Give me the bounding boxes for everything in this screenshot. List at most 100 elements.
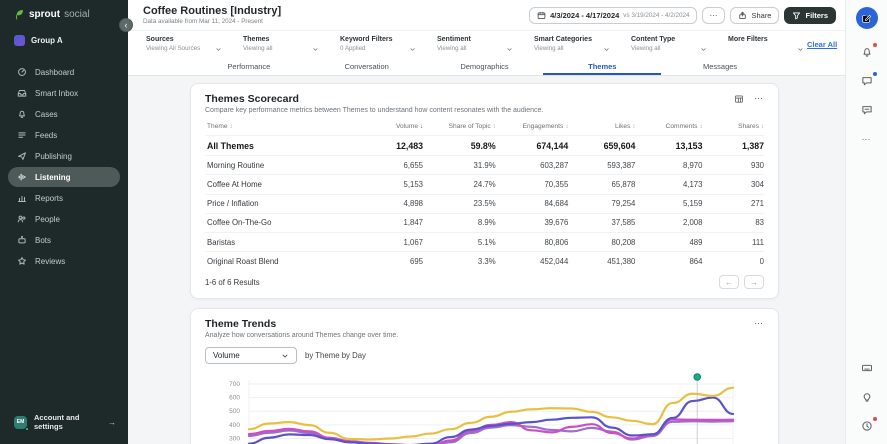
column-header-theme[interactable]: Theme↕ bbox=[205, 119, 350, 136]
sidebar-item-feeds[interactable]: Feeds bbox=[8, 125, 120, 145]
filter-themes[interactable]: ThemesViewing all bbox=[225, 31, 322, 58]
tab-themes[interactable]: Themes bbox=[543, 58, 661, 75]
filter-sentiment[interactable]: SentimentViewing all bbox=[419, 31, 516, 58]
cell-volume: 4,898 bbox=[350, 194, 423, 213]
notifications-button[interactable] bbox=[859, 44, 875, 60]
cell-theme[interactable]: Coffee At Home bbox=[205, 175, 350, 194]
next-page-button[interactable]: → bbox=[744, 275, 764, 289]
metric-select[interactable]: Volume bbox=[205, 347, 297, 364]
cell-theme[interactable]: Price / Inflation bbox=[205, 194, 350, 213]
filter-label: Themes bbox=[243, 36, 310, 43]
filter-content-type[interactable]: Content TypeViewing all bbox=[613, 31, 710, 58]
cell-engagements: 70,355 bbox=[496, 175, 569, 194]
sidebar-item-reports[interactable]: Reports bbox=[8, 188, 120, 208]
sidebar-item-label: Reviews bbox=[35, 257, 65, 266]
sidebar-item-label: Reports bbox=[35, 194, 63, 203]
sidebar-item-reviews[interactable]: Reviews bbox=[8, 251, 120, 271]
compose-button[interactable] bbox=[856, 7, 878, 29]
brand-logo: sproutsocial bbox=[0, 0, 128, 23]
group-label: Group A bbox=[31, 36, 63, 45]
clear-all-link[interactable]: Clear All bbox=[807, 40, 837, 49]
filters-label: Filters bbox=[805, 11, 828, 20]
account-and-settings[interactable]: EM Account and settings → bbox=[0, 403, 128, 444]
rail-more-button[interactable]: ⋯ bbox=[859, 131, 875, 147]
tab-conversation[interactable]: Conversation bbox=[308, 58, 426, 75]
sidebar-item-label: Bots bbox=[35, 236, 51, 245]
sidebar-item-listening[interactable]: Listening bbox=[8, 167, 120, 187]
clock-icon bbox=[861, 420, 873, 432]
main-area: Coffee Routines [Industry] Data availabl… bbox=[128, 0, 845, 444]
feedback-button[interactable] bbox=[859, 102, 875, 118]
column-header-likes[interactable]: Likes↕ bbox=[568, 119, 635, 136]
pagination: ← → bbox=[719, 275, 764, 289]
scorecard-more-icon[interactable]: ⋯ bbox=[754, 93, 764, 104]
column-header-volume[interactable]: Volume↓ bbox=[350, 119, 423, 136]
arrow-right-icon: → bbox=[108, 418, 116, 427]
column-header-shares[interactable]: Shares ↕ bbox=[702, 119, 764, 136]
tab-performance[interactable]: Performance bbox=[190, 58, 308, 75]
chevron-down-icon bbox=[797, 40, 804, 58]
cell-share: 8.9% bbox=[423, 213, 496, 232]
bell-icon bbox=[861, 46, 873, 58]
date-range-picker[interactable]: 4/3/2024 - 4/17/2024 vs 3/19/2024 - 4/2/… bbox=[529, 7, 697, 24]
cell-volume: 695 bbox=[350, 252, 423, 271]
prev-page-button[interactable]: ← bbox=[719, 275, 739, 289]
column-header-share-of-topic[interactable]: Share of Topic↕ bbox=[423, 119, 496, 136]
messages-button[interactable] bbox=[859, 73, 875, 89]
table-view-icon[interactable] bbox=[734, 94, 744, 104]
sidebar-item-bots[interactable]: Bots bbox=[8, 230, 120, 250]
sidebar-collapse-button[interactable]: ‹ bbox=[119, 18, 133, 32]
topbar: Coffee Routines [Industry] Data availabl… bbox=[128, 0, 845, 30]
group-selector[interactable]: Group A bbox=[0, 23, 128, 48]
column-header-engagements[interactable]: Engagements↕ bbox=[496, 119, 569, 136]
history-button[interactable] bbox=[859, 418, 875, 434]
header-more-button[interactable]: ⋯ bbox=[702, 7, 725, 24]
sidebar-item-publishing[interactable]: Publishing bbox=[8, 146, 120, 166]
trend-controls: Volume by Theme by Day bbox=[205, 347, 764, 364]
chat-bubble-icon bbox=[861, 75, 873, 87]
trends-subtitle: Analyze how conversations around Themes … bbox=[205, 332, 398, 339]
sidebar-item-cases[interactable]: Cases bbox=[8, 104, 120, 124]
trends-more-icon[interactable]: ⋯ bbox=[754, 318, 764, 329]
messages-badge bbox=[873, 72, 877, 76]
tab-messages[interactable]: Messages bbox=[661, 58, 779, 75]
cell-theme[interactable]: Original Roast Blend bbox=[205, 252, 350, 271]
series-indigo bbox=[249, 398, 733, 444]
cell-theme[interactable]: Coffee On-The-Go bbox=[205, 213, 350, 232]
sort-icon: ↕ bbox=[699, 124, 702, 130]
keyboard-shortcuts-button[interactable] bbox=[859, 360, 875, 376]
sidebar-item-dashboard[interactable]: Dashboard bbox=[8, 62, 120, 82]
cell-theme[interactable]: Baristas bbox=[205, 232, 350, 251]
column-header-comments[interactable]: Comments↕ bbox=[635, 119, 702, 136]
filter-more-filters[interactable]: More Filters bbox=[710, 31, 807, 58]
filter-sources[interactable]: SourcesViewing All Sources bbox=[128, 31, 225, 58]
sidebar-item-smart-inbox[interactable]: Smart Inbox bbox=[8, 83, 120, 103]
table-row: Original Roast Blend6953.3%452,044451,38… bbox=[205, 252, 764, 271]
table-row: Coffee On-The-Go1,8478.9%39,67637,5852,0… bbox=[205, 213, 764, 232]
cell-share: 3.3% bbox=[423, 252, 496, 271]
theme-trends-chart[interactable]: 700600500400300200 bbox=[205, 370, 764, 444]
scorecard-subtitle: Compare key performance metrics between … bbox=[205, 107, 543, 114]
cell-theme: All Themes bbox=[205, 136, 350, 156]
share-button[interactable]: Share bbox=[730, 7, 779, 24]
sidebar-item-people[interactable]: People bbox=[8, 209, 120, 229]
calendar-icon bbox=[537, 11, 546, 20]
filter-label: Sentiment bbox=[437, 36, 504, 43]
trends-chart-wrap: 700600500400300200 bbox=[205, 370, 764, 444]
filter-keyword-filters[interactable]: Keyword Filters0 Applied bbox=[322, 31, 419, 58]
content-area: Themes Scorecard Compare key performance… bbox=[128, 76, 845, 444]
tab-demographics[interactable]: Demographics bbox=[426, 58, 544, 75]
column-label: Comments bbox=[666, 123, 698, 130]
sidebar-item-label: People bbox=[35, 215, 60, 224]
column-label: Shares bbox=[738, 123, 759, 130]
chevron-down-icon bbox=[281, 352, 289, 360]
filter-label: Sources bbox=[146, 36, 213, 43]
cell-volume: 1,847 bbox=[350, 213, 423, 232]
feeds-icon bbox=[17, 130, 27, 140]
tips-button[interactable] bbox=[859, 389, 875, 405]
filter-smart-categories[interactable]: Smart CategoriesViewing all bbox=[516, 31, 613, 58]
filters-button[interactable]: Filters bbox=[784, 7, 836, 24]
cell-theme[interactable]: Morning Routine bbox=[205, 156, 350, 175]
avatar-initials: EM bbox=[17, 419, 25, 425]
filter-bar: SourcesViewing All SourcesThemesViewing … bbox=[128, 30, 845, 58]
